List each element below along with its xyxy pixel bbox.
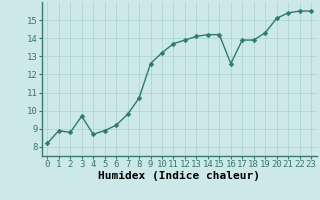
X-axis label: Humidex (Indice chaleur): Humidex (Indice chaleur)	[98, 171, 260, 181]
